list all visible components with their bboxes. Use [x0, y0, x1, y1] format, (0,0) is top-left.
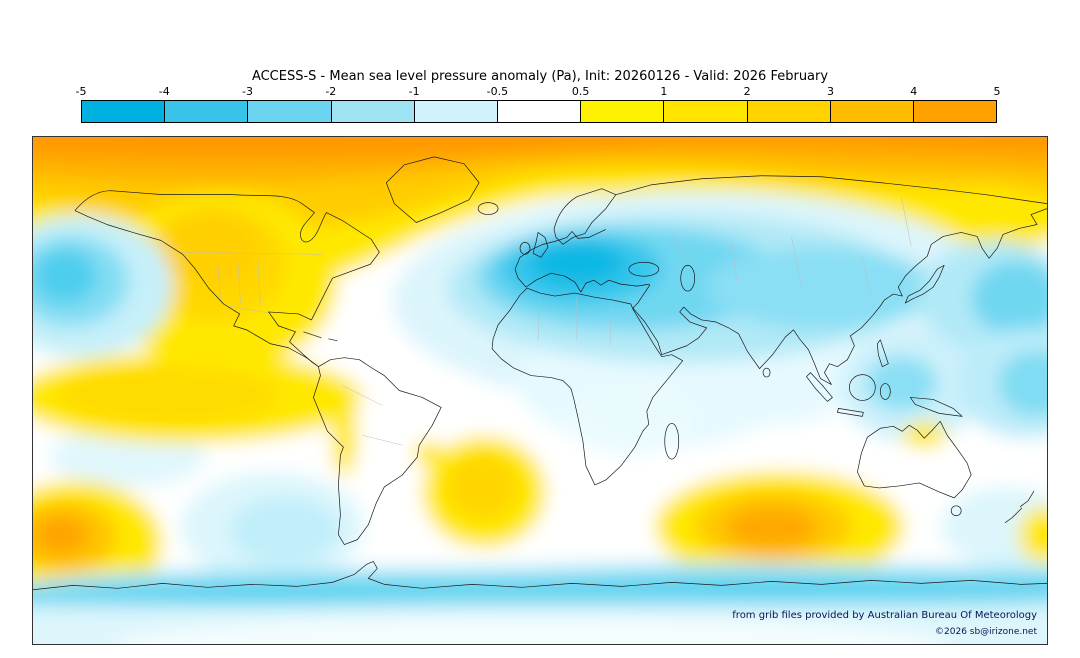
page-title: ACCESS-S - Mean sea level pressure anoma…: [251, 69, 829, 84]
colorbar-segment: [248, 101, 332, 122]
colorbar-tick-label: 3: [826, 85, 834, 98]
colorbar-tick-label: -1: [408, 85, 420, 98]
anomaly-field: [33, 137, 1047, 644]
colorbar-tick-label: 4: [910, 85, 918, 98]
colorbar-tick-label: -4: [158, 85, 170, 98]
colorbar-segment: [414, 101, 498, 122]
colorbar-segment: [165, 101, 249, 122]
colorbar-tick-label: -2: [325, 85, 337, 98]
colorbar-bar: [81, 100, 997, 123]
colorbar-segment: [830, 101, 914, 122]
colorbar-segment: [913, 101, 997, 122]
colorbar-tick-label: 5: [993, 85, 1001, 98]
colorbar-tick-label: -3: [242, 85, 254, 98]
colorbar-tick-label: -0.5: [486, 85, 509, 98]
colorbar-segment: [747, 101, 831, 122]
colorbar-tick-label: 2: [743, 85, 751, 98]
colorbar-segment: [581, 101, 665, 122]
coastlines: [33, 156, 1047, 591]
colorbar-tick-label: 0.5: [571, 85, 590, 98]
colorbar: -5 -4 -3 -2 -1 -0.5 0.5 1 2 3 4 5: [76, 85, 1001, 123]
world-map: from grib files provided by Australian B…: [32, 136, 1048, 645]
colorbar-tick-label: -5: [75, 85, 87, 98]
colorbar-segment: [331, 101, 415, 122]
colorbar-ticks: -5 -4 -3 -2 -1 -0.5 0.5 1 2 3 4 5: [76, 85, 1001, 98]
world-map-svg: [33, 137, 1047, 644]
attribution-copyright: ©2026 sb@irizone.net: [935, 627, 1037, 637]
country-borders: [182, 196, 912, 446]
attribution-source: from grib files provided by Australian B…: [732, 610, 1037, 621]
colorbar-segment: [664, 101, 748, 122]
colorbar-segment: [497, 101, 582, 122]
colorbar-tick-label: 1: [660, 85, 668, 98]
colorbar-segment: [82, 101, 166, 122]
